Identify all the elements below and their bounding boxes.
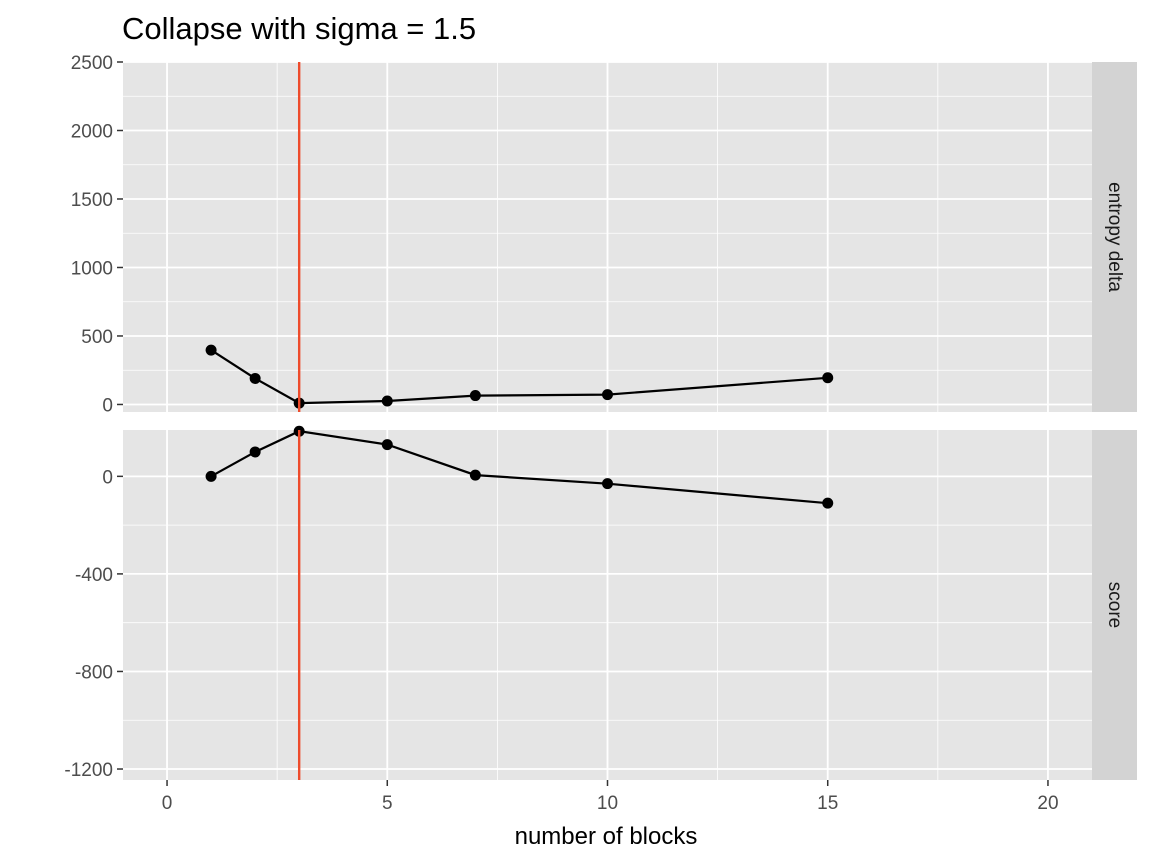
facet-strip [1092, 430, 1137, 780]
x-tick-label: 20 [1037, 793, 1058, 814]
data-point [249, 446, 261, 458]
data-point [469, 469, 481, 481]
data-point [381, 439, 393, 451]
facet-strip-label: score [1104, 582, 1125, 628]
y-tick-label: -800 [75, 662, 113, 683]
chart-title: Collapse with sigma = 1.5 [122, 11, 476, 46]
facet-panel-0: 0 500 1000 1500 2000 2500 entropy delta [71, 53, 1137, 416]
facet-panel-1: -1200 -800 -400 0 score [64, 425, 1137, 781]
data-point [381, 395, 393, 407]
y-tick-label: 2500 [71, 53, 113, 74]
data-point [602, 389, 613, 401]
y-tick-label: -1200 [64, 760, 113, 781]
facet-strip-label: entropy delta [1104, 182, 1125, 292]
data-point [822, 497, 834, 509]
y-tick-label: 0 [102, 467, 113, 488]
data-point [602, 478, 613, 490]
y-tick-label: 0 [102, 395, 113, 416]
data-point [249, 372, 261, 384]
x-tick-label: 10 [597, 793, 618, 814]
y-tick-label: -400 [75, 565, 113, 586]
x-axis: 0 5 10 15 20 [162, 780, 1059, 814]
facet-strip [1092, 62, 1137, 412]
x-axis-title: number of blocks [515, 823, 698, 850]
y-tick-label: 2000 [71, 121, 113, 142]
x-tick-label: 5 [382, 793, 393, 814]
y-tick-label: 1500 [71, 190, 113, 211]
x-tick-label: 0 [162, 793, 173, 814]
x-tick-label: 15 [817, 793, 838, 814]
y-tick-label: 500 [81, 327, 113, 348]
data-point [205, 470, 217, 482]
data-point [822, 372, 834, 384]
data-point [205, 344, 217, 356]
data-point [469, 390, 481, 402]
y-tick-label: 1000 [71, 258, 113, 279]
